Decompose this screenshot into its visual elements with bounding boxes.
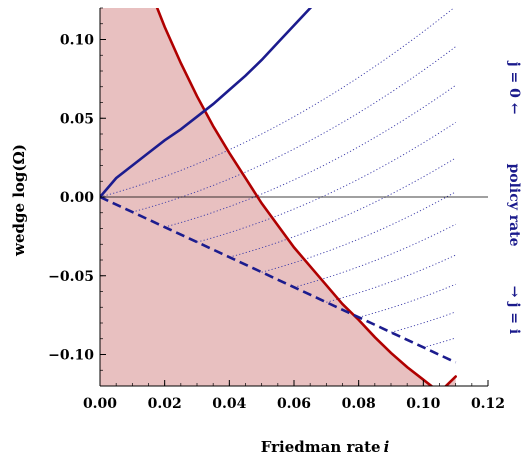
x-tick-label: 0.02 (148, 396, 182, 412)
dotted-curve (132, 46, 456, 213)
x-tick-label: 0.08 (342, 396, 376, 412)
dotted-curve (229, 157, 456, 258)
right-annotation-top: j = 0 ← (506, 60, 522, 115)
x-tick-label: 0.00 (83, 396, 117, 412)
axes (99, 7, 489, 387)
dotted-curve (423, 337, 456, 348)
series-line-dashed-blue (100, 195, 457, 364)
right-annotation-middle: policy rate (506, 163, 522, 246)
shaded-region (100, 8, 456, 386)
right-annotation-bottom: → j = i (506, 286, 522, 334)
x-tick-label: 0.12 (471, 396, 505, 412)
x-tick-label: 0.04 (212, 396, 246, 412)
shaded-area (100, 8, 456, 386)
x-tick-label: 0.10 (406, 396, 440, 412)
y-tick-label: −0.05 (48, 269, 94, 285)
y-tick-label: 0.10 (60, 33, 94, 49)
right-annotation: j = 0 ← policy rate → j = i (506, 60, 522, 335)
series-line-solid-red (155, 8, 457, 386)
y-axis-label: wedge log(Ω) (10, 144, 28, 257)
dotted-curve (390, 311, 456, 333)
x-axis-label: Friedman rate i (261, 438, 390, 456)
series-line-solid-blue (100, 8, 313, 199)
dotted-curve (196, 122, 456, 243)
dotted-curve (326, 254, 456, 303)
x-tick-label: 0.06 (277, 396, 311, 412)
y-tick-label: 0.05 (60, 111, 94, 127)
dotted-curve (261, 191, 456, 273)
tick-labels: 0.00 0.02 0.04 0.06 0.08 0.10 0.12 0.10 0.05 0.00… (48, 33, 505, 413)
dotted-curve-family (100, 8, 456, 348)
y-tick-label: −0.10 (48, 348, 94, 364)
dotted-curve (100, 8, 455, 198)
dotted-curve (358, 283, 456, 318)
series-layer (100, 8, 457, 386)
y-tick-label: 0.00 (60, 190, 94, 206)
